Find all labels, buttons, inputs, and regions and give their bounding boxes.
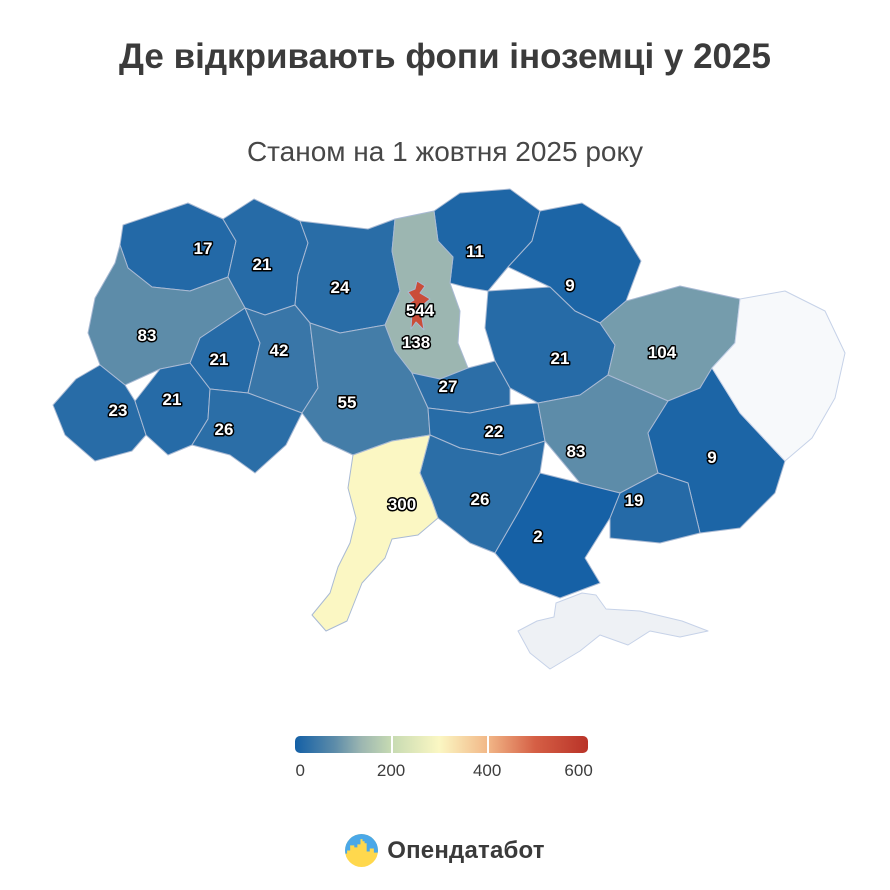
legend-tick-label: 0 <box>295 761 305 780</box>
region-kherson[interactable]: Херсонська <box>494 472 621 599</box>
region-zhytomyr[interactable]: Житомирська <box>294 218 401 334</box>
region-kyiv_city[interactable]: м. Київ <box>405 280 431 331</box>
legend-tick-label: 600 <box>564 761 593 780</box>
chart-title: Де відкривають фопи іноземці у 2025 <box>119 37 771 76</box>
map-regions: ВолинськаРівненськаЖитомирськаЧернігівсь… <box>52 188 846 670</box>
legend-separator <box>391 736 394 753</box>
region-crimea[interactable]: АР Крим <box>517 592 709 670</box>
legend-separator <box>487 736 490 753</box>
legend-tick-label: 200 <box>376 761 406 780</box>
map-svg: ВолинськаРівненськаЖитомирськаЧернігівсь… <box>52 188 846 670</box>
region-chernivtsi[interactable]: Чернівецька <box>191 388 303 474</box>
brand-name: Опендатабот <box>387 836 545 864</box>
region-luhansk[interactable]: Луганська <box>711 290 846 462</box>
opendatabot-logo-icon <box>345 834 379 867</box>
region-odesa[interactable]: Одеська <box>311 434 439 632</box>
chart-subtitle: Станом на 1 жовтня 2025 року <box>246 136 644 167</box>
legend-tick-labels: 0 200 400 600 <box>295 761 593 783</box>
legend-tick-label: 400 <box>472 761 502 780</box>
region-zakarpattia[interactable]: Закарпатська <box>52 364 147 462</box>
footer-brand: Опендатабот <box>0 834 890 867</box>
region-zaporizhzhia[interactable]: Запорізька <box>609 472 701 544</box>
ukraine-choropleth-map: ВолинськаРівненськаЖитомирськаЧернігівсь… <box>40 183 850 683</box>
legend-colorbar <box>295 736 588 753</box>
